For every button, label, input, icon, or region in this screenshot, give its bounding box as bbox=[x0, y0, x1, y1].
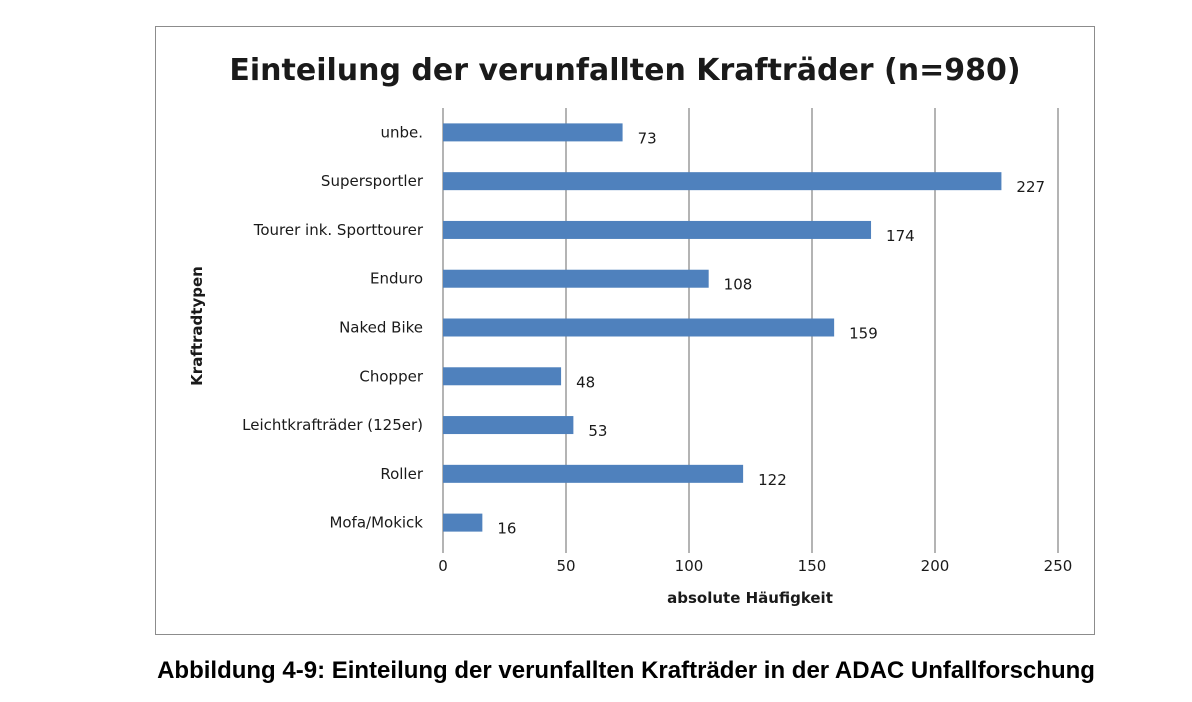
bar bbox=[443, 269, 709, 288]
x-tick-label: 200 bbox=[921, 557, 950, 575]
bars: 73 227 174 108 159 48 53 122 16 bbox=[443, 123, 1045, 538]
category-label: Tourer ink. Sporttourer bbox=[253, 221, 424, 239]
bar bbox=[443, 464, 744, 483]
data-label: 108 bbox=[724, 276, 753, 294]
category-label: Leichtkrafträder (125er) bbox=[242, 416, 423, 434]
category-labels: unbe. Supersportler Tourer ink. Sporttoure… bbox=[242, 123, 424, 531]
bar bbox=[443, 416, 574, 435]
data-label: 16 bbox=[497, 520, 516, 538]
bar bbox=[443, 172, 1002, 191]
category-label: Chopper bbox=[359, 367, 423, 385]
x-tick-label: 0 bbox=[438, 557, 448, 575]
bar bbox=[443, 513, 483, 532]
chart: Einteilung der verunfallten Krafträder (… bbox=[188, 53, 1072, 607]
bar bbox=[443, 367, 562, 386]
x-tick-label: 150 bbox=[798, 557, 827, 575]
data-label: 73 bbox=[638, 129, 657, 147]
x-tick-labels: 0 50 100 150 200 250 bbox=[438, 557, 1072, 575]
x-tick-label: 50 bbox=[556, 557, 575, 575]
data-label: 122 bbox=[758, 471, 787, 489]
category-label: Naked Bike bbox=[339, 319, 423, 337]
category-label: Roller bbox=[380, 465, 423, 483]
bar bbox=[443, 220, 872, 239]
data-label: 159 bbox=[849, 325, 878, 343]
bar bbox=[443, 123, 623, 142]
x-tick-label: 250 bbox=[1044, 557, 1073, 575]
category-label: unbe. bbox=[380, 123, 423, 141]
x-tick-label: 100 bbox=[675, 557, 704, 575]
x-axis-label: absolute Häufigkeit bbox=[667, 589, 833, 607]
category-label: Mofa/Mokick bbox=[329, 514, 423, 532]
chart-title: Einteilung der verunfallten Krafträder (… bbox=[229, 53, 1020, 88]
data-label: 174 bbox=[886, 227, 915, 245]
data-label: 48 bbox=[576, 373, 595, 391]
data-label: 53 bbox=[588, 422, 607, 440]
data-label: 227 bbox=[1016, 178, 1045, 196]
category-label: Supersportler bbox=[321, 172, 424, 190]
figure-caption: Abbildung 4-9: Einteilung der verunfallt… bbox=[157, 657, 1095, 684]
category-label: Enduro bbox=[370, 270, 423, 288]
bar bbox=[443, 318, 835, 337]
y-axis-label: Kraftradtypen bbox=[188, 266, 206, 386]
